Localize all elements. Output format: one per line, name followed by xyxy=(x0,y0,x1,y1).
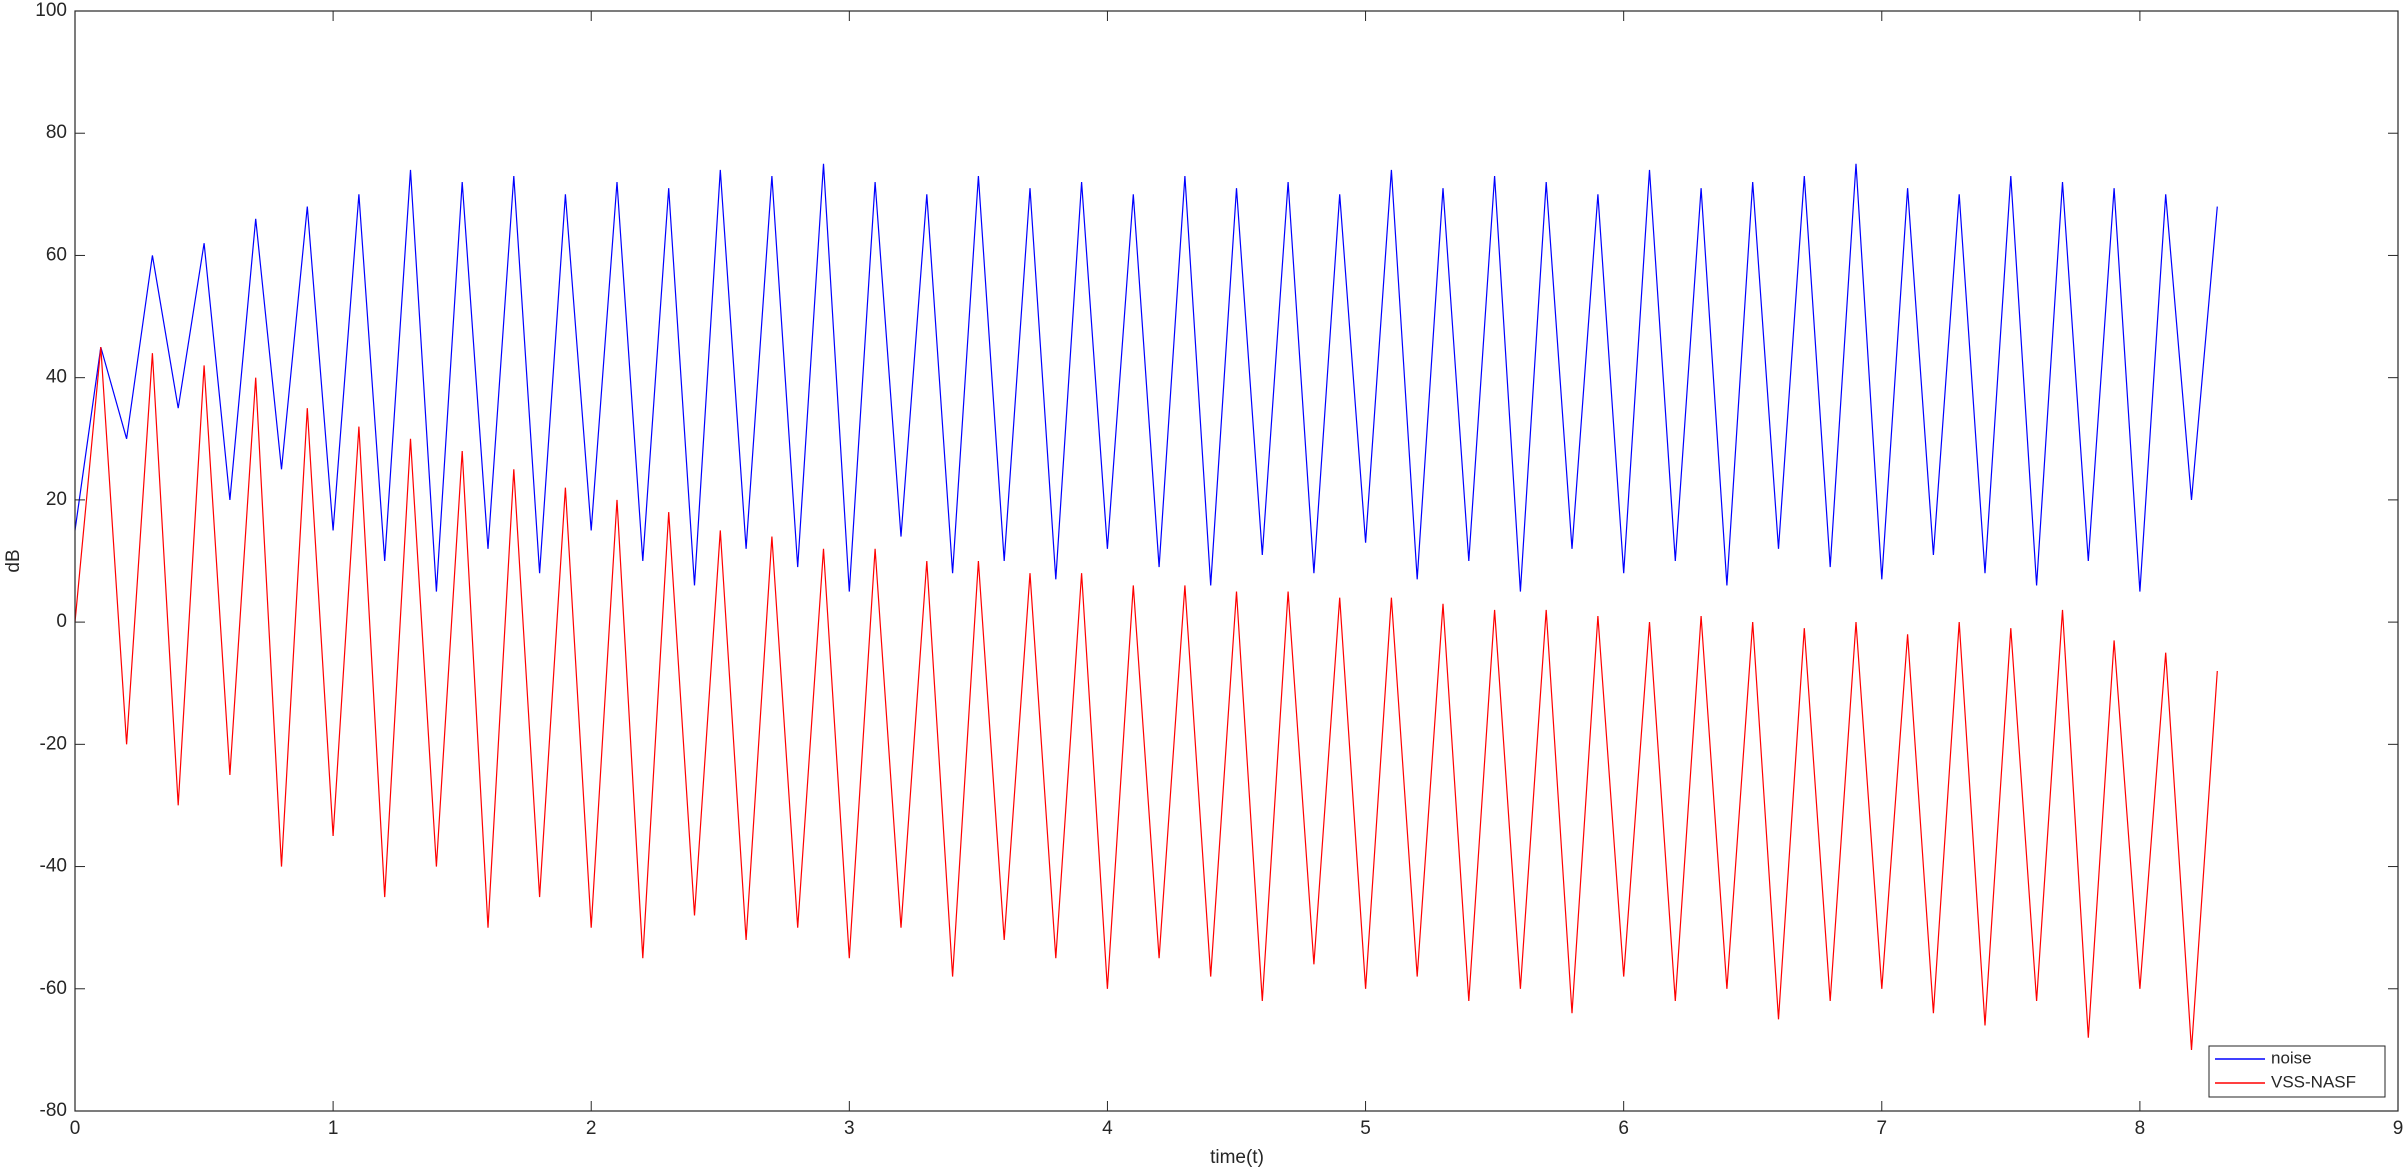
series-line xyxy=(75,163,2218,592)
x-tick-label: 8 xyxy=(2135,1118,2146,1139)
y-tick-label: 40 xyxy=(46,367,67,388)
y-tick-label: 100 xyxy=(35,0,67,21)
x-axis-label: time(t) xyxy=(1210,1147,1264,1168)
series-line xyxy=(75,347,2218,1050)
y-axis-label: dB xyxy=(3,549,24,572)
x-tick-label: 2 xyxy=(586,1118,597,1139)
x-tick-label: 0 xyxy=(70,1118,81,1139)
plot-area xyxy=(75,163,2218,1050)
y-tick-label: -40 xyxy=(40,856,67,877)
x-tick-label: 7 xyxy=(1876,1118,1887,1139)
x-tick-label: 9 xyxy=(2393,1118,2404,1139)
y-tick-label: 0 xyxy=(56,611,67,632)
x-tick-label: 1 xyxy=(328,1118,339,1139)
legend-label: VSS-NASF xyxy=(2271,1072,2356,1091)
y-tick-label: -80 xyxy=(40,1100,67,1121)
x-tick-label: 4 xyxy=(1102,1118,1113,1139)
y-tick-label: 20 xyxy=(46,489,67,510)
x-tick-label: 5 xyxy=(1360,1118,1371,1139)
legend-label: noise xyxy=(2271,1048,2312,1067)
x-tick-label: 6 xyxy=(1618,1118,1629,1139)
legend-box xyxy=(2208,1045,2386,1098)
y-tick-label: -20 xyxy=(40,733,67,754)
y-tick-label: 60 xyxy=(46,244,67,265)
y-tick-label: 80 xyxy=(46,122,67,143)
axes-box xyxy=(74,10,2399,1112)
x-tick-label: 3 xyxy=(844,1118,855,1139)
y-tick-label: -60 xyxy=(40,978,67,999)
